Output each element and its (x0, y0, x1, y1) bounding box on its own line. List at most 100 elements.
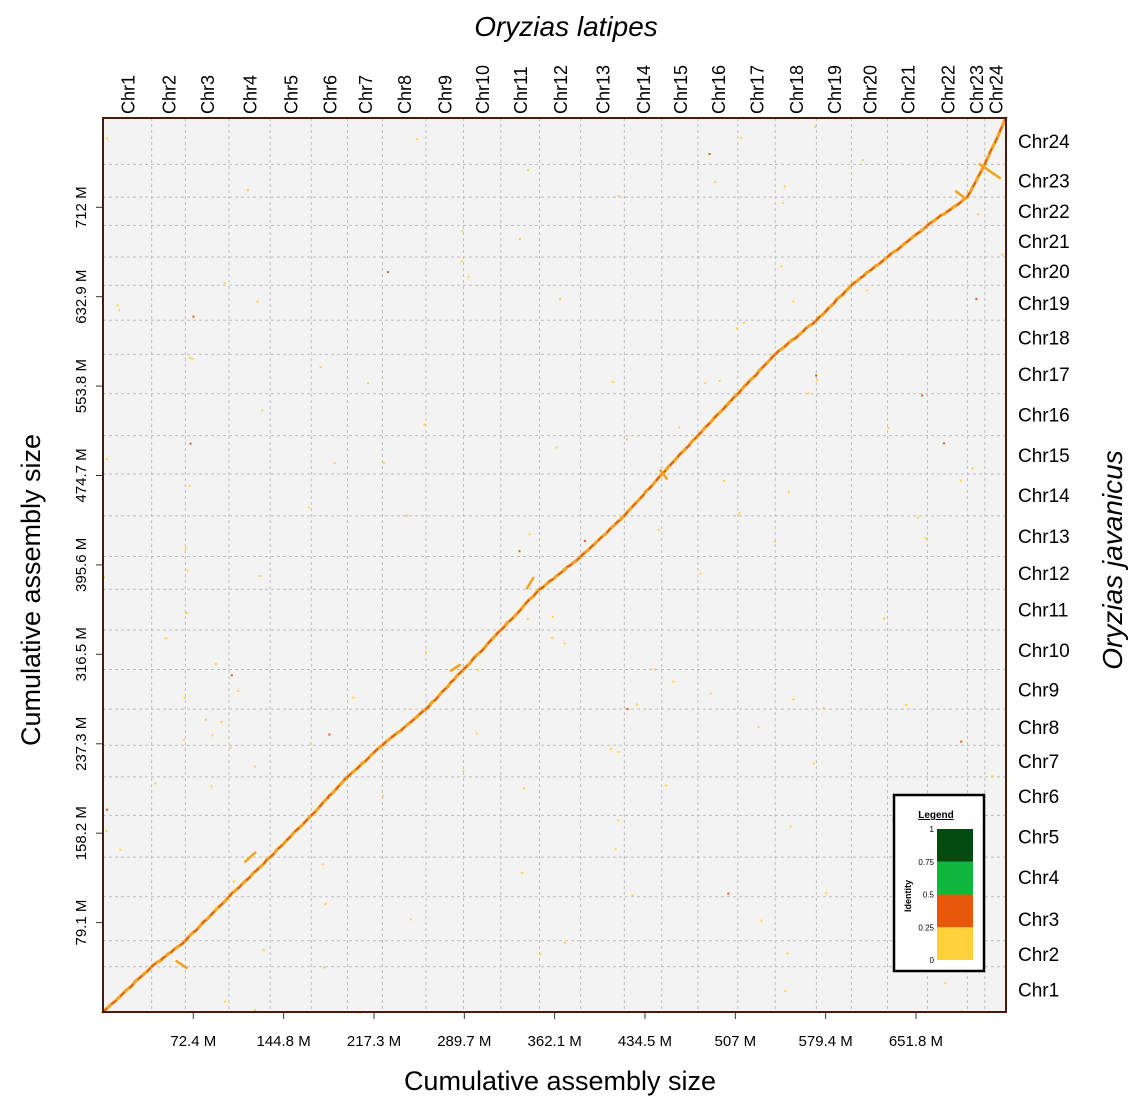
off-diagonal-hit (563, 642, 566, 645)
alignment-core-chr14 (623, 473, 663, 517)
y-chromosome-label: Chr7 (1018, 752, 1059, 773)
y-tick-label: 474.7 M (73, 448, 90, 502)
alignment-core-chr10 (462, 629, 502, 671)
x-chromosome-label: Chr3 (198, 75, 218, 114)
legend-swatches (937, 829, 973, 960)
alignment-block-chr23 (965, 162, 987, 199)
x-chromosome-label: Chr18 (787, 65, 807, 114)
identity-legend: Legend Identity 0 0.25 0.5 0.75 1 (892, 793, 986, 973)
x-chromosome-label: Chr2 (159, 75, 179, 114)
rearrangement-mark (449, 663, 462, 672)
x-chromosome-label: Chr17 (748, 65, 768, 114)
y-chromosome-label: Chr14 (1018, 486, 1070, 507)
off-diagonal-hit (822, 707, 825, 709)
off-diagonal-hit (740, 136, 743, 139)
off-diagonal-hit (324, 902, 327, 905)
off-diagonal-hit (381, 795, 384, 797)
off-diagonal-hit (118, 309, 121, 312)
off-diagonal-hit (563, 941, 566, 944)
y-tick-label: 316.5 M (73, 627, 90, 681)
off-diagonal-hit (214, 906, 217, 909)
y-chromosome-label: Chr5 (1018, 827, 1059, 848)
off-diagonal-hit (307, 506, 310, 509)
off-diagonal-hit (116, 304, 119, 307)
legend-tick-label: 0.25 (918, 923, 934, 932)
rearrangement-mark (659, 469, 669, 480)
x-chromosome-label: Chr23 (967, 65, 987, 114)
x-tick-label: 651.8 M (889, 1033, 943, 1050)
plot-area (101, 116, 1008, 1014)
y-chromosome-label: Chr21 (1018, 232, 1070, 253)
off-diagonal-hit (211, 734, 214, 737)
off-diagonal-hit (699, 572, 702, 575)
alignment-core-chr11 (500, 588, 541, 631)
top-axis-title: Oryzias latipes (474, 11, 658, 42)
off-diagonal-hit (106, 458, 109, 461)
off-diagonal-hit (757, 726, 760, 728)
off-diagonal-hit (617, 195, 620, 198)
off-diagonal-hit (789, 825, 792, 828)
alignment-core-chr8 (381, 708, 427, 746)
off-diagonal-hit (786, 952, 789, 955)
y-tick-label: 632.9 M (73, 270, 90, 324)
off-diagonal-hit (309, 742, 312, 745)
alignment-core-chr19 (815, 284, 852, 321)
off-diagonal-hit (960, 740, 963, 743)
off-diagonal-hit (921, 394, 924, 397)
x-tick-label: 507 M (714, 1033, 756, 1050)
off-diagonal-hit (254, 765, 257, 768)
off-diagonal-hit (462, 769, 465, 772)
x-tick-label: 72.4 M (170, 1033, 216, 1050)
alignment-core-chr12 (538, 555, 582, 590)
off-diagonal-hit (185, 612, 188, 614)
y-chromosome-label: Chr4 (1018, 868, 1060, 889)
x-chromosome-label: Chr24 (986, 65, 1006, 114)
off-diagonal-hit (738, 512, 741, 515)
off-diagonal-hit (1001, 253, 1004, 256)
off-diagonal-hit (527, 169, 530, 171)
alignment-core-chr13 (580, 515, 625, 558)
off-diagonal-hit (971, 467, 974, 470)
x-chromosome-label: Chr19 (825, 65, 845, 114)
off-diagonal-hit (477, 669, 479, 672)
off-diagonal-hit (551, 615, 554, 618)
right-axis-title: Oryzias javanicus (1097, 450, 1128, 669)
off-diagonal-hit (887, 426, 890, 429)
x-chromosome-label: Chr9 (436, 75, 456, 114)
off-diagonal-hit (780, 265, 783, 268)
off-diagonal-hit (229, 746, 232, 749)
off-diagonal-hit (518, 550, 521, 553)
y-chromosome-label: Chr15 (1018, 446, 1070, 467)
off-diagonal-hit (788, 491, 790, 493)
off-diagonal-hit (617, 819, 620, 822)
rearrangement-mark (525, 576, 535, 590)
y-tick-label: 553.8 M (73, 359, 90, 413)
x-chromosome-label: Chr14 (634, 65, 654, 114)
alignment-core-chr20 (850, 256, 889, 286)
y-chromosome-label: Chr11 (1018, 601, 1068, 622)
y-chromosome-label: Chr3 (1018, 910, 1059, 931)
off-diagonal-hit (105, 829, 108, 832)
off-diagonal-hit (625, 438, 628, 441)
x-chromosome-labels: Chr1 Chr2 Chr3 Chr4 Chr5 Chr6 Chr7 Chr8 Chr9 Chr1… (118, 65, 1006, 114)
off-diagonal-hit (774, 540, 777, 543)
off-diagonal-hit (559, 298, 562, 301)
y-tick-label: 395.6 M (73, 538, 90, 592)
off-diagonal-hit (220, 721, 223, 724)
off-diagonal-hit (253, 1009, 256, 1012)
off-diagonal-hit (423, 423, 426, 426)
off-diagonal-hit (165, 637, 167, 640)
off-diagonal-hit (760, 919, 763, 922)
off-diagonal-hit (406, 514, 408, 517)
off-diagonal-hit (636, 703, 638, 706)
off-diagonal-hit (812, 762, 815, 765)
x-chromosome-label: Chr21 (898, 65, 918, 114)
off-diagonal-hit (230, 674, 233, 677)
x-chromosome-label: Chr11 (511, 66, 531, 114)
off-diagonal-hit (258, 575, 261, 577)
x-chromosome-label: Chr4 (241, 75, 261, 114)
off-diagonal-hit (657, 528, 660, 531)
off-diagonal-hit (610, 747, 612, 750)
off-diagonal-hit (959, 479, 962, 482)
x-tick-label: 289.7 M (437, 1033, 491, 1050)
